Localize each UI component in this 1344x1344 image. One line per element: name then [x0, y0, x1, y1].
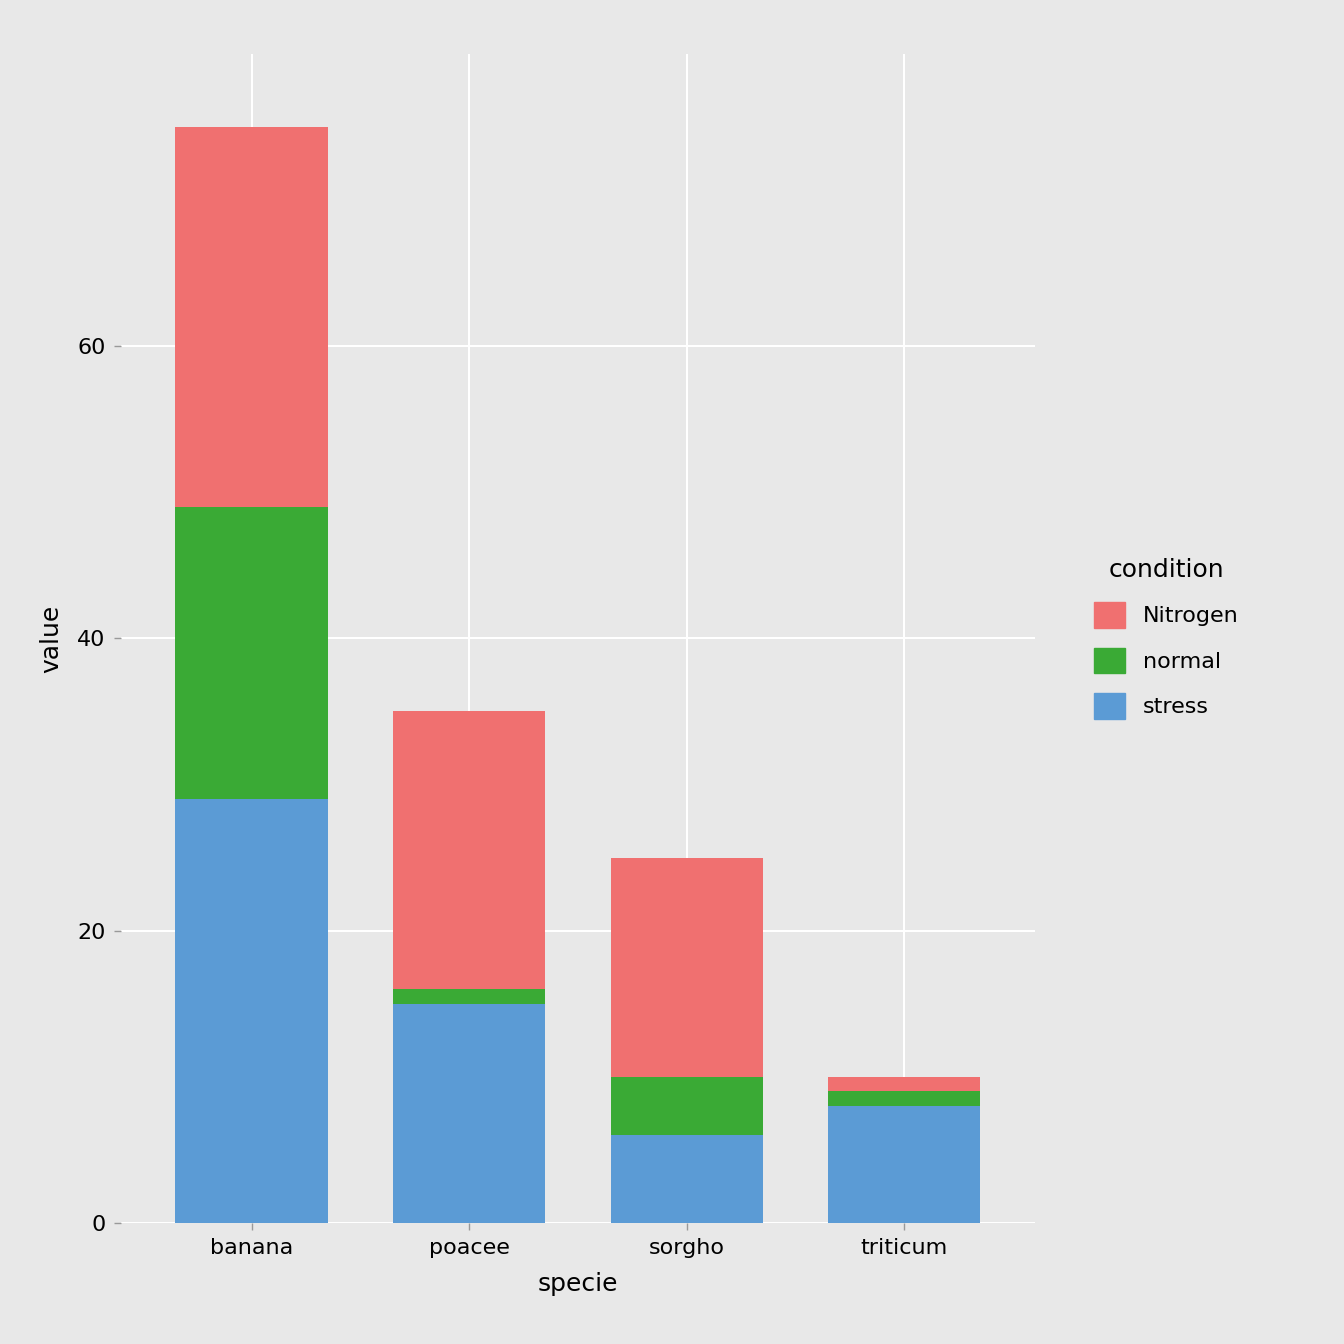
Legend: Nitrogen, normal, stress: Nitrogen, normal, stress [1082, 547, 1250, 730]
Bar [175, 126, 328, 507]
Bar [392, 989, 546, 1004]
Bar [392, 1004, 546, 1223]
Bar [392, 711, 546, 989]
Bar [610, 1136, 763, 1223]
Y-axis label: value: value [39, 605, 63, 672]
Bar [828, 1106, 981, 1223]
Bar [610, 1077, 763, 1136]
Bar [610, 857, 763, 1077]
Bar [828, 1091, 981, 1106]
X-axis label: specie: specie [538, 1273, 618, 1296]
Bar [175, 800, 328, 1223]
Bar [828, 1077, 981, 1091]
Bar [175, 507, 328, 800]
